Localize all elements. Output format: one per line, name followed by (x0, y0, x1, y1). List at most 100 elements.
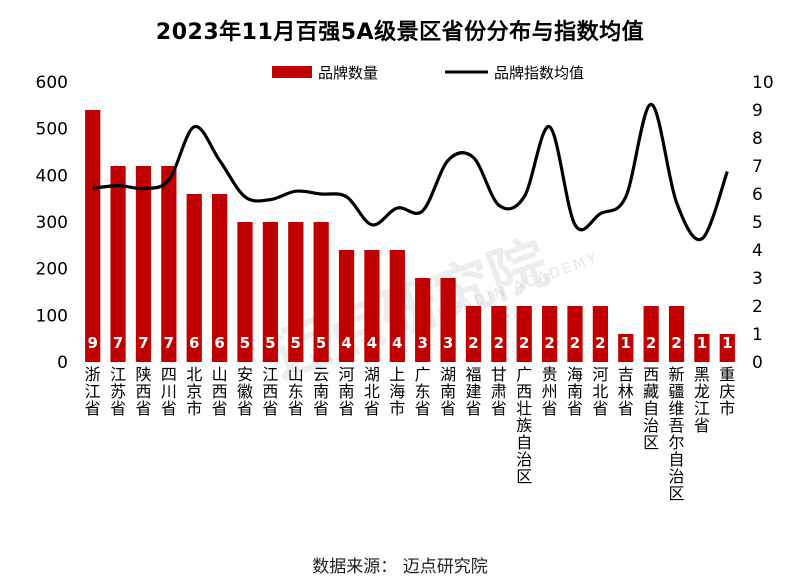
left-axis-tick-label: 600 (36, 73, 68, 93)
category-label: 河南省 (339, 365, 355, 418)
bar-data-label: 5 (265, 334, 275, 352)
bar-data-label: 6 (214, 334, 224, 352)
bar (592, 306, 608, 362)
bar (440, 278, 456, 362)
bar-data-label: 4 (341, 334, 351, 352)
bar (85, 110, 101, 362)
category-label: 贵州省 (542, 365, 558, 418)
right-axis-tick-label: 0 (752, 353, 763, 373)
right-axis-tick-label: 1 (752, 325, 763, 345)
category-label: 山西省 (212, 365, 228, 418)
bar (491, 306, 507, 362)
category-label: 江西省 (262, 365, 278, 418)
bar (694, 334, 710, 362)
legend-label-line: 品牌指数均值 (494, 64, 584, 82)
bar (364, 250, 380, 362)
bar (135, 166, 152, 362)
category-label: 黑龙江省 (694, 365, 710, 435)
category-label: 海南省 (567, 365, 583, 418)
category-label: 云南省 (313, 365, 329, 418)
bar (668, 306, 685, 362)
bar (465, 306, 482, 362)
category-label: 湖北省 (364, 365, 380, 418)
left-axis-tick-label: 200 (36, 260, 68, 280)
bar-data-label: 2 (570, 334, 580, 352)
category-label: 广东省 (415, 365, 431, 418)
bar-data-label: 2 (519, 334, 529, 352)
left-axis-tick-label: 300 (36, 213, 68, 233)
bar-data-label: 3 (443, 334, 453, 352)
bar-data-label: 2 (595, 334, 605, 352)
right-axis-tick-label: 4 (752, 241, 763, 261)
category-label: 陕西省 (135, 365, 151, 418)
bar (212, 194, 228, 362)
right-axis-tick-label: 8 (752, 129, 763, 149)
chart-title: 2023年11月百强5A级景区省份分布与指数均值 (155, 20, 645, 45)
bar-data-label: 1 (697, 334, 707, 352)
legend-swatch-bar (272, 66, 312, 78)
bar (567, 306, 583, 362)
bar-data-label: 2 (671, 334, 681, 352)
bar-data-label: 2 (646, 334, 656, 352)
bar-data-label: 4 (367, 334, 377, 352)
bar-data-label: 5 (291, 334, 301, 352)
left-axis-tick-label: 400 (36, 166, 68, 186)
category-label: 上海市 (389, 365, 405, 418)
right-axis-tick-label: 7 (752, 157, 763, 177)
bar (389, 250, 405, 362)
legend-label-bar: 品牌数量 (318, 64, 378, 82)
bar (643, 306, 659, 362)
bar-data-label: 7 (113, 334, 123, 352)
bar-data-label: 1 (621, 334, 631, 352)
bar (262, 222, 278, 362)
bar-data-label: 2 (494, 334, 504, 352)
category-label: 北京市 (186, 365, 202, 418)
category-label: 湖南省 (440, 365, 456, 418)
category-label: 安徽省 (237, 365, 253, 418)
source-note: 数据来源： 迈点研究院 (312, 557, 488, 577)
bar-data-label: 4 (392, 334, 402, 352)
bar-data-label: 5 (240, 334, 250, 352)
legend: 品牌数量 品牌指数均值 (272, 64, 584, 82)
bar-data-label: 6 (189, 334, 199, 352)
category-label: 甘肃省 (491, 365, 507, 418)
bar-data-label: 5 (316, 334, 326, 352)
bar (618, 334, 634, 362)
bar-data-label: 7 (138, 334, 148, 352)
bar-data-label: 2 (468, 334, 478, 352)
bar (313, 222, 329, 362)
bar (516, 306, 532, 362)
category-label: 重庆市 (719, 365, 735, 418)
category-label: 山东省 (288, 365, 304, 418)
right-axis-tick-label: 5 (752, 213, 763, 233)
line-series (92, 102, 729, 242)
right-axis-tick-label: 10 (752, 73, 774, 93)
bar (110, 166, 126, 362)
bar-data-label: 7 (164, 334, 174, 352)
category-label: 广西壮族自治区 (516, 365, 532, 486)
category-labels: 浙江省江苏省陕西省四川省北京市山西省安徽省江西省山东省云南省河南省湖北省上海市广… (85, 365, 736, 503)
left-axis-tick-label: 100 (36, 306, 68, 326)
index-line (92, 102, 729, 242)
bar-data-label: 3 (417, 334, 427, 352)
bar (719, 334, 735, 362)
category-label: 浙江省 (85, 365, 101, 418)
right-axis-tick-label: 9 (752, 101, 763, 121)
bar-data-label: 2 (544, 334, 554, 352)
bar (237, 222, 253, 362)
bar-data-label: 1 (722, 334, 732, 352)
category-label: 新疆维吾尔自治区 (669, 365, 685, 503)
left-axis-tick-label: 0 (57, 353, 68, 373)
category-label: 福建省 (465, 365, 481, 418)
bar (186, 194, 202, 362)
category-label: 西藏自治区 (643, 365, 659, 452)
right-axis-tick-label: 3 (752, 269, 763, 289)
bar (288, 222, 304, 362)
right-axis-tick-label: 2 (752, 297, 763, 317)
watermark-text: 迈点研究院 (261, 228, 557, 391)
left-axis-tick-label: 500 (36, 120, 68, 140)
bar (415, 278, 431, 362)
